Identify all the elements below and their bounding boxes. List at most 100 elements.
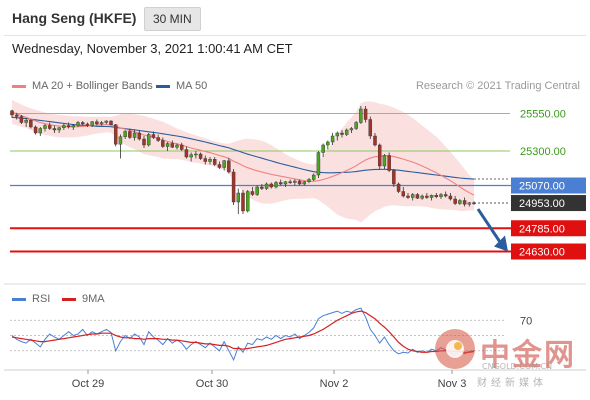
legend-ma20-label: MA 20 + Bollinger Bands (32, 80, 153, 92)
research-credit: Research © 2021 Trading Central (415, 80, 580, 92)
candle-body-73 (354, 122, 358, 129)
legend-ma20: MA 20 + Bollinger Bands (12, 80, 153, 92)
x-tick-label-0: Oct 29 (72, 378, 104, 390)
legend-ma9-label: 9MA (82, 293, 105, 305)
candle-body-58 (283, 181, 288, 185)
candle-body-69 (335, 132, 340, 137)
candle-body-52 (255, 186, 259, 195)
candle-body-96 (462, 200, 467, 205)
candle-body-65 (316, 152, 321, 176)
candle-body-1 (14, 114, 19, 117)
candle-body-55 (269, 183, 274, 188)
candle-body-50 (245, 191, 250, 212)
candle-body-84 (406, 195, 410, 198)
candle-body-25 (128, 131, 132, 138)
x-tick-label-3: Nov 3 (438, 378, 467, 390)
ma20-swatch (12, 84, 26, 88)
legend-rsi: RSI (12, 293, 50, 305)
candle-body-33 (165, 143, 170, 147)
candle-body-72 (349, 128, 354, 131)
candle-body-63 (307, 179, 311, 182)
candle-body-38 (189, 154, 193, 158)
instrument-title: Hang Seng (HKFE) (12, 10, 137, 26)
watermark-tagline: 财经新媒体 (477, 378, 547, 389)
candle-body-36 (179, 144, 184, 150)
ma9-swatch (62, 297, 76, 301)
candle-body-7 (43, 125, 47, 129)
candle-body-67 (326, 141, 330, 146)
candle-body-80 (387, 155, 391, 171)
candle-body-17 (90, 121, 94, 126)
candle-body-86 (415, 194, 420, 199)
candle-body-57 (278, 182, 283, 185)
candle-body-32 (161, 140, 165, 147)
level-label-3: 24785.00 (519, 223, 565, 235)
candle-body-53 (260, 186, 264, 189)
candle-body-11 (62, 125, 66, 128)
candle-body-20 (104, 120, 109, 123)
candle-body-59 (288, 181, 292, 183)
price-tags-layer: 25550.00 25300.00 25070.00 24785.00 24630.00… (476, 109, 586, 260)
candle-body-95 (458, 200, 462, 204)
legend-ma50: MA 50 (156, 80, 207, 92)
candle-body-13 (71, 125, 76, 128)
candle-body-82 (396, 183, 401, 192)
candles-layer (10, 106, 476, 214)
candle-body-30 (151, 134, 156, 138)
candle-body-23 (118, 136, 123, 145)
candle-body-34 (170, 143, 175, 148)
level-tag-2 (511, 177, 586, 194)
candle-body-3 (24, 120, 28, 123)
candle-body-6 (38, 128, 43, 134)
timestamp: Wednesday, November 3, 2021 1:00:41 AM C… (12, 41, 293, 56)
candle-body-87 (420, 195, 424, 199)
candle-body-56 (274, 182, 278, 188)
candle-body-22 (113, 124, 118, 145)
candle-body-2 (19, 116, 24, 123)
candle-body-79 (382, 155, 387, 167)
candle-body-28 (142, 138, 146, 146)
interval-button[interactable]: 30 MIN (144, 7, 201, 31)
candle-body-93 (448, 195, 453, 200)
candle-body-43 (212, 159, 217, 165)
candle-body-60 (293, 180, 297, 183)
level-tag-3 (511, 220, 586, 237)
candle-body-39 (194, 153, 198, 156)
rsi-swatch (12, 297, 26, 301)
candle-body-76 (368, 119, 373, 137)
candle-body-97 (467, 202, 472, 205)
forecast-arrow-shaft (476, 208, 503, 245)
candle-body-21 (109, 120, 113, 125)
forecast-arrow-head (494, 235, 508, 252)
candle-body-29 (146, 134, 151, 146)
candle-body-54 (264, 183, 269, 189)
candle-body-91 (439, 194, 443, 197)
moving-average-layer (11, 111, 510, 196)
rsi-tick-label: 70 (520, 315, 532, 327)
last-price-label: 24953.00 (519, 198, 565, 210)
candle-body-83 (401, 191, 406, 197)
candle-body-12 (66, 125, 71, 128)
candle-body-18 (95, 121, 99, 125)
header-divider (4, 35, 586, 36)
ma20-line (11, 111, 475, 196)
rsi-ma9-line (11, 310, 475, 353)
candle-body-64 (311, 174, 316, 180)
candle-body-51 (250, 191, 255, 195)
rsi-layer: 70 (10, 307, 532, 362)
level-label-4: 24630.00 (519, 247, 565, 259)
watermark-logo-inner (446, 340, 464, 358)
chart-header: Hang Seng (HKFE) 30 MIN (0, 0, 590, 36)
candle-body-24 (123, 131, 127, 137)
last-price-tag (511, 195, 586, 212)
candle-body-92 (443, 194, 448, 197)
x-tick-label-2: Nov 2 (320, 378, 349, 390)
candle-body-71 (344, 129, 349, 135)
ma50-swatch (156, 84, 170, 88)
candle-body-62 (302, 181, 307, 185)
x-axis-layer: Oct 29 Oct 30 Nov 2 Nov 3 (4, 283, 586, 390)
candle-body-77 (373, 135, 377, 146)
candle-body-78 (377, 144, 382, 167)
watermark-logo-dot (454, 342, 462, 350)
